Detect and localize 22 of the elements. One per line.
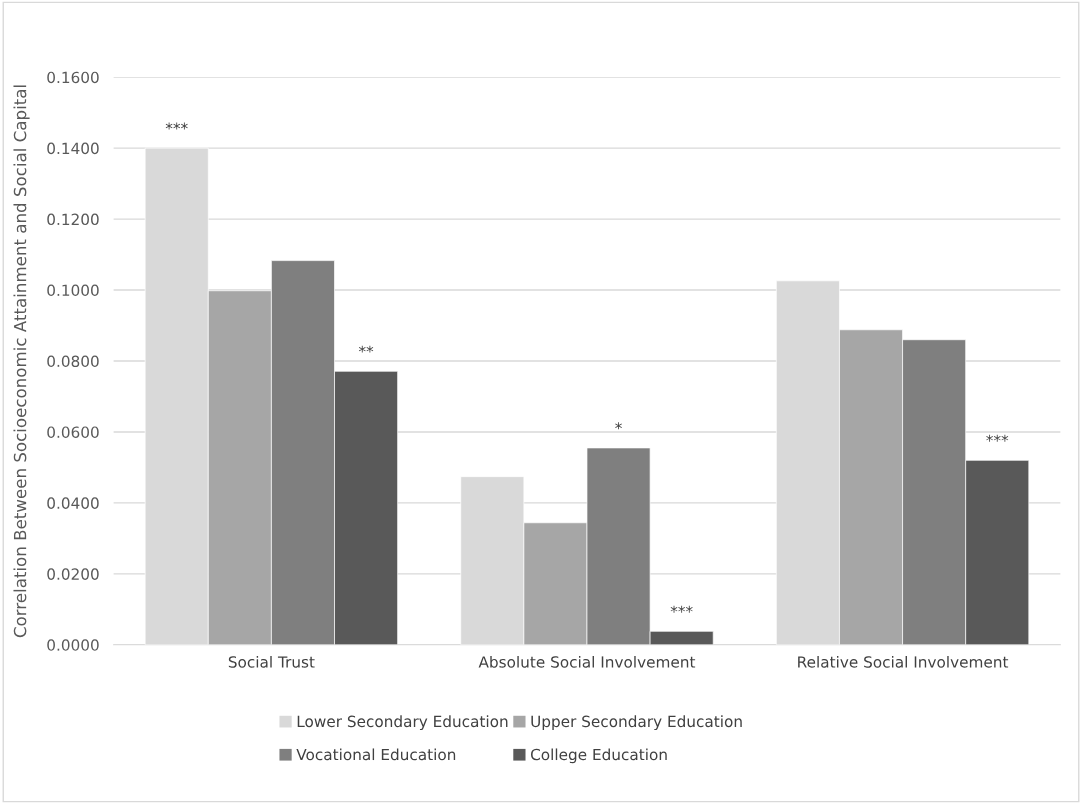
y-tick-label: 0.0600 bbox=[47, 426, 99, 438]
y-tick-label: 0.0000 bbox=[47, 639, 99, 651]
y-tick-label: 0.0400 bbox=[47, 497, 99, 509]
y-tick-label: 0.1600 bbox=[47, 71, 99, 84]
y-tick-label: 0.1200 bbox=[47, 213, 99, 226]
legend-label: Upper Secondary Education bbox=[531, 715, 742, 731]
y-tick-label: 0.0800 bbox=[47, 355, 99, 368]
y-tick-label: 0.1000 bbox=[47, 284, 99, 297]
x-tick-label: Relative Social Involvement bbox=[798, 655, 1009, 668]
data-label: ** bbox=[358, 345, 374, 353]
y-tick-label: 0.0200 bbox=[47, 568, 99, 580]
y-tick-label: 0.1400 bbox=[47, 142, 99, 155]
legend-label: Lower Secondary Education bbox=[297, 715, 508, 731]
data-label: *** bbox=[670, 605, 693, 613]
x-tick-label: Absolute Social Involvement bbox=[478, 655, 696, 668]
legend-label: College Education bbox=[530, 748, 667, 764]
data-label: *** bbox=[165, 122, 188, 130]
data-label: *** bbox=[986, 434, 1009, 442]
y-axis-title: Correlation Between Socioeconomic Attainment and Social Capital bbox=[13, 85, 30, 638]
x-tick-label: Social Trust bbox=[228, 655, 315, 668]
data-label: * bbox=[615, 422, 622, 430]
legend-label: Vocational Education bbox=[296, 748, 456, 761]
